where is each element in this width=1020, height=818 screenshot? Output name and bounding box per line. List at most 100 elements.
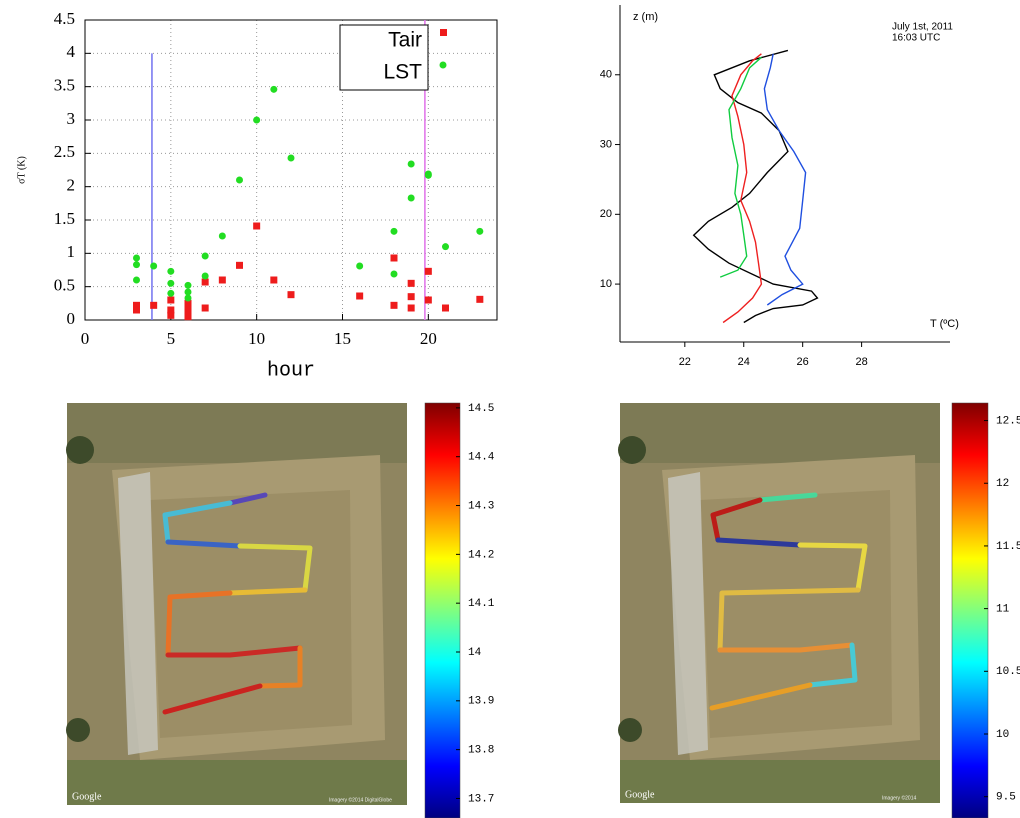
point: [184, 313, 192, 321]
y-tick-label: 2: [67, 176, 76, 195]
y-tick-label: 2.5: [54, 142, 75, 161]
point: [167, 279, 175, 287]
annotation: July 1st, 2011: [892, 22, 953, 33]
x-axis-label: hour: [267, 359, 315, 382]
profile-line: [692, 49, 819, 324]
point: [167, 306, 175, 314]
colorbar-tick-label: 14.2: [468, 549, 494, 561]
map-attribution: Google: [625, 789, 655, 800]
point: [390, 227, 398, 235]
point: [356, 292, 364, 300]
y-tick-label: 1: [67, 242, 76, 261]
point: [424, 171, 432, 179]
imagery-credit: Imagery ©2014: [882, 794, 916, 801]
colorbar-tick-label: 14: [468, 647, 482, 659]
profile-line: [722, 53, 763, 324]
y-axis-label: z (m): [633, 11, 658, 23]
x-tick-label: 15: [334, 329, 351, 348]
plot-frame: [84, 19, 498, 321]
legend-marker: [439, 61, 447, 69]
point: [184, 281, 192, 289]
point: [390, 270, 398, 278]
colorbar-tick-label: 11.5: [996, 541, 1020, 553]
x-tick-label: 24: [738, 356, 750, 368]
legend-label: LST: [383, 61, 422, 84]
point: [133, 306, 140, 314]
profile-line: [719, 56, 762, 278]
point: [356, 262, 364, 270]
point: [236, 176, 243, 184]
colorbar-tick-label: 14.3: [468, 500, 494, 512]
point: [424, 267, 432, 275]
point: [201, 304, 209, 312]
y-axis-label: σT (K): [16, 156, 27, 184]
y-tick-label: 10: [600, 278, 612, 290]
y-tick-label: 40: [600, 69, 612, 81]
point: [133, 254, 140, 262]
colorbar-tick-label: 10.5: [996, 666, 1020, 678]
point: [201, 272, 209, 280]
point: [150, 301, 158, 309]
colorbar-tick-label: 13.7: [468, 793, 494, 805]
point: [236, 261, 243, 269]
annotation: 16:03 UTC: [892, 33, 940, 44]
y-tick-label: 3.5: [54, 76, 75, 95]
y-tick-label: 4: [67, 42, 76, 61]
x-tick-label: 22: [679, 356, 691, 368]
x-tick-label: 0: [81, 329, 90, 348]
point: [184, 288, 192, 296]
point: [270, 85, 278, 93]
point: [424, 296, 432, 304]
point: [407, 304, 415, 312]
y-tick-label: 0: [67, 309, 76, 328]
point: [218, 276, 226, 284]
x-tick-label: 10: [248, 329, 265, 348]
colorbar-tick-label: 13.9: [468, 696, 494, 708]
y-tick-label: 3: [67, 109, 76, 128]
colorbar: [951, 402, 989, 818]
x-tick-label: 5: [167, 329, 176, 348]
point: [407, 160, 415, 168]
legend-box: [339, 24, 429, 91]
colorbar-tick-label: 12: [996, 478, 1009, 490]
x-axis-label: T (ºC): [930, 318, 959, 330]
y-tick-label: 4.5: [54, 9, 75, 28]
point: [407, 279, 415, 287]
colorbar-tick-label: 14.5: [468, 403, 494, 415]
point: [390, 254, 398, 262]
point: [390, 301, 398, 309]
colorbar-tick-label: 14.1: [468, 598, 495, 610]
point: [407, 194, 415, 202]
point: [167, 296, 175, 304]
point: [270, 276, 278, 284]
y-tick-label: 20: [600, 208, 612, 220]
point: [133, 261, 140, 269]
colorbar-tick-label: 9.5: [996, 792, 1016, 804]
point: [167, 289, 175, 297]
point: [133, 276, 140, 284]
y-tick-label: 0.5: [54, 276, 75, 295]
point: [442, 243, 449, 251]
colorbar-tick-label: 12.5: [996, 415, 1020, 427]
colorbar-tick-label: 14.4: [468, 452, 495, 464]
colorbar-tick-label: 13.8: [468, 745, 494, 757]
imagery-credit: Imagery ©2014 DigitalGlobe: [329, 796, 392, 803]
colorbar-tick-label: 10: [996, 729, 1009, 741]
map-attribution: Google: [72, 791, 102, 802]
point: [476, 295, 484, 303]
point: [133, 301, 140, 309]
colorbar-tick-label: 11: [996, 604, 1010, 616]
satellite-map: [66, 403, 407, 805]
x-tick-label: 26: [797, 356, 809, 368]
legend-label: Tair: [388, 29, 422, 52]
point: [287, 291, 295, 299]
point: [201, 278, 209, 286]
point: [167, 311, 175, 319]
satellite-map: [618, 403, 940, 803]
point: [167, 267, 175, 275]
point: [442, 304, 449, 312]
point: [253, 116, 261, 124]
x-tick-label: 20: [420, 329, 437, 348]
point: [184, 294, 192, 302]
